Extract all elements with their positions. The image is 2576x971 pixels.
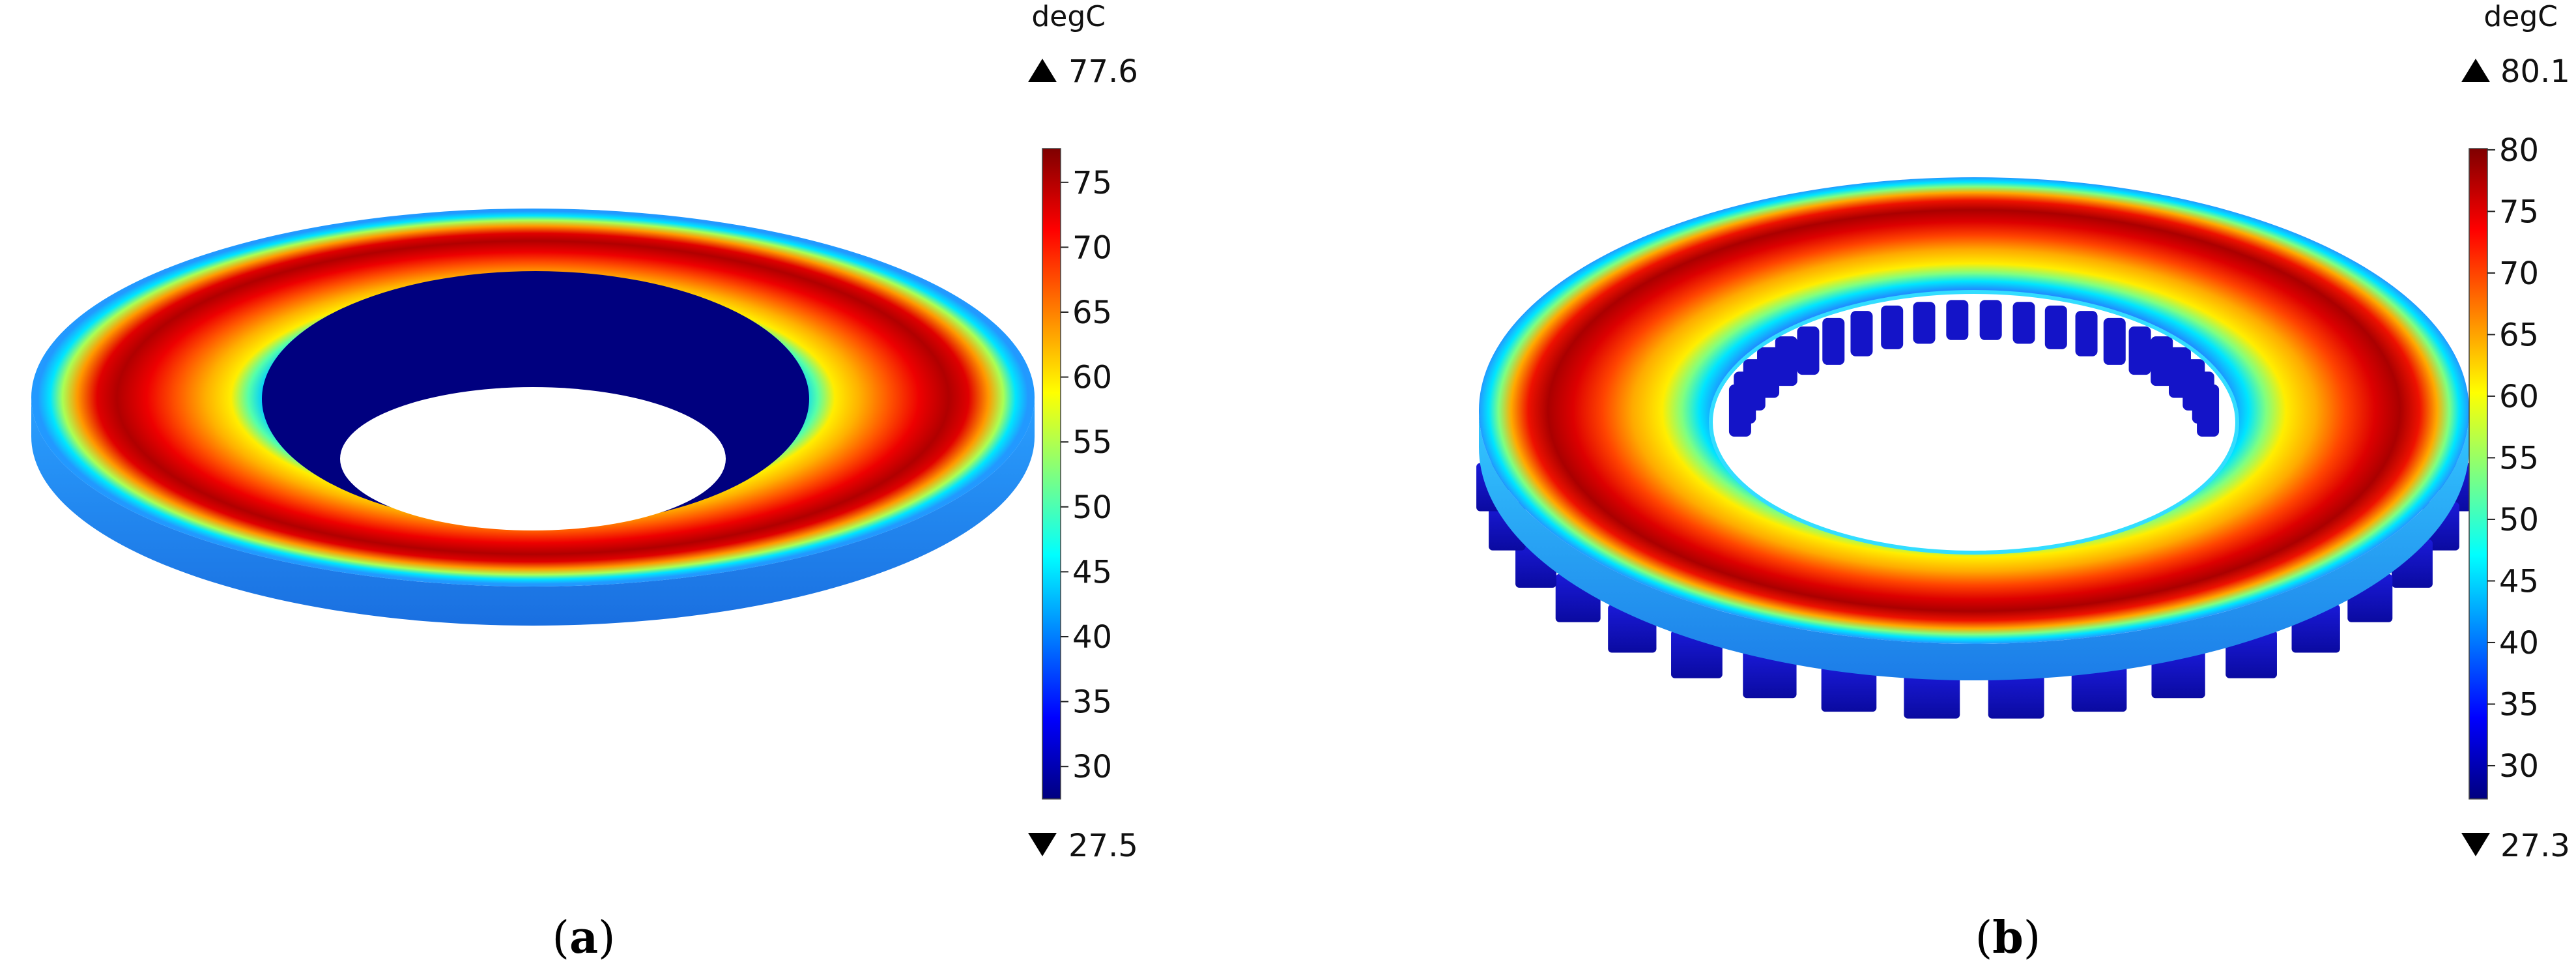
disk-b-side <box>1479 411 2469 680</box>
caption-b-letter: b <box>1992 912 2024 964</box>
disk-b-inner-fin <box>1822 317 1845 365</box>
disk-b-inner-fin <box>2197 384 2220 437</box>
colorbar-b-tick-label: 55 <box>2499 440 2539 476</box>
colorbar-a-max-marker <box>1028 59 1057 82</box>
disk-b-inner-fin <box>1775 336 1797 386</box>
disk-b-inner-fin <box>1881 305 1904 349</box>
disk-b-inner-fin <box>1979 300 2002 340</box>
colorbar-b-max-marker <box>2461 59 2490 82</box>
disk-b-inner-fin <box>1757 347 1780 398</box>
colorbar-b-unit: degC <box>2483 0 2558 33</box>
disk-b-inner-fins <box>1728 300 2220 437</box>
caption-b-open: ( <box>1975 912 1993 964</box>
caption-b: (b) <box>1975 912 2041 964</box>
colorbar-b-tick-label: 65 <box>2499 317 2539 353</box>
disk-a <box>31 209 1035 626</box>
colorbar-b-min-marker <box>2461 833 2490 856</box>
caption-a-open: ( <box>552 912 569 964</box>
colorbar-a-tick-label: 75 <box>1072 165 1112 201</box>
colorbar-b-tick-label: 45 <box>2499 563 2539 600</box>
disk-b-inner-fin <box>2075 311 2098 356</box>
colorbar-b: degC 80.1 30 35 40 45 50 55 60 65 70 75 80 27.3 <box>2461 0 2570 864</box>
colorbar-b-tick-label: 35 <box>2499 686 2539 723</box>
colorbar-b-tick-label: 70 <box>2499 255 2539 292</box>
colorbar-b-tick-label: 60 <box>2499 379 2539 415</box>
colorbar-b-tick-label: 80 <box>2499 132 2539 169</box>
disk-b <box>1476 177 2472 719</box>
disk-b-fin <box>1904 670 1960 719</box>
disk-b-inner-fin <box>2103 317 2126 365</box>
disk-b-inner-fin <box>2128 326 2151 375</box>
colorbar-a-max-label: 77.6 <box>1068 53 1138 90</box>
colorbar-b-tick-label: 75 <box>2499 194 2539 230</box>
disk-b-fin <box>1821 663 1877 712</box>
colorbar-a-unit: degC <box>1031 0 1106 33</box>
colorbar-b-min-label: 27.3 <box>2500 828 2570 864</box>
disk-b-fin <box>2071 663 2127 712</box>
disk-b-inner-fin <box>1797 326 1820 375</box>
colorbar-a-tick-label: 45 <box>1072 554 1112 590</box>
disk-b-inner-fin <box>2151 336 2173 386</box>
disk-b-hole-edge <box>1709 290 2239 555</box>
colorbar-b-tick-label: 30 <box>2499 748 2539 785</box>
colorbar-a-min-marker <box>1028 833 1057 856</box>
disk-a-side <box>31 398 1035 626</box>
colorbar-a-tick-label: 35 <box>1072 684 1112 721</box>
colorbar-a-tick-label: 30 <box>1072 749 1112 785</box>
disk-b-inner-fin <box>2012 302 2035 344</box>
caption-a: (a) <box>552 912 615 964</box>
colorbar-b-max-label: 80.1 <box>2500 53 2570 90</box>
disk-b-inner-fin <box>2044 305 2067 349</box>
colorbar-a-tick-label: 65 <box>1072 295 1112 331</box>
caption-a-close: ) <box>598 912 616 964</box>
colorbar-b-tick-label: 50 <box>2499 502 2539 538</box>
colorbar-a-tick-label: 40 <box>1072 619 1112 656</box>
colorbar-a-bar <box>1042 148 1061 800</box>
colorbar-a-tick-label: 60 <box>1072 360 1112 396</box>
colorbar-a-tick-label: 55 <box>1072 424 1112 461</box>
disk-a-hole <box>340 387 726 530</box>
disk-b-fin <box>1988 670 2044 719</box>
caption-a-letter: a <box>569 912 598 964</box>
disk-b-inner-fin <box>1850 311 1873 356</box>
disk-b-inner-fin <box>1913 302 1936 344</box>
disk-b-inner-fin <box>1946 300 1969 340</box>
colorbar-b-bar <box>2469 148 2488 800</box>
colorbar-a-tick-label: 70 <box>1072 229 1112 266</box>
colorbar-a-tick-label: 50 <box>1072 489 1112 526</box>
caption-b-close: ) <box>2024 912 2041 964</box>
colorbar-a: degC 77.6 30 35 40 45 50 55 60 65 70 75 27.5 <box>1028 0 1138 864</box>
colorbar-a-min-label: 27.5 <box>1068 828 1138 864</box>
colorbar-b-tick-label: 40 <box>2499 625 2539 661</box>
